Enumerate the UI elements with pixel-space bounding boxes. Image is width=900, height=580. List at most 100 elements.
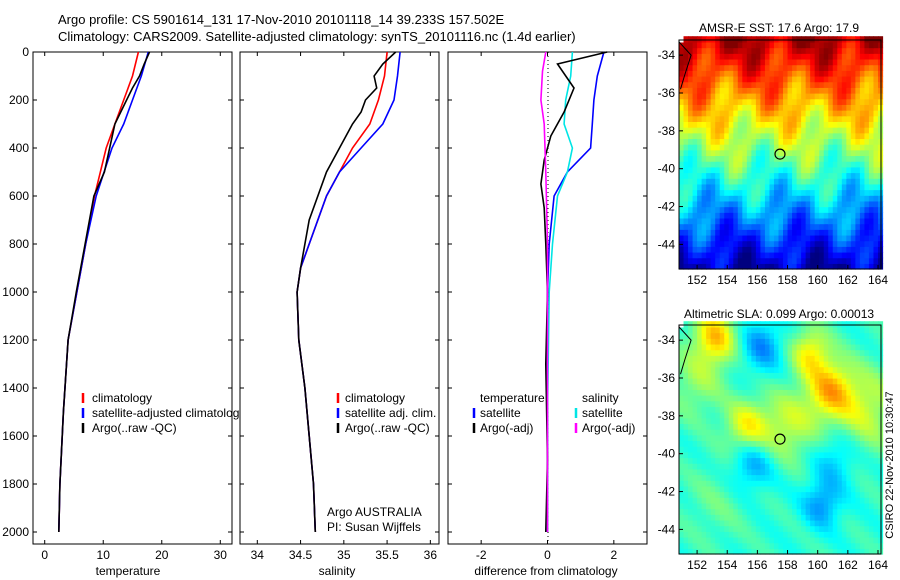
sla-map-cell <box>724 321 730 328</box>
sla-map-cell <box>819 434 825 442</box>
sst-map-cell <box>773 223 780 230</box>
sla-map-cell <box>746 355 752 362</box>
sst-map-cell <box>814 87 820 94</box>
sst-map-cell <box>755 132 761 140</box>
sla-map-cell <box>828 332 834 339</box>
sst-map-cell <box>728 263 734 270</box>
sst-map-cell <box>719 70 725 77</box>
sst-map-cell <box>769 110 775 117</box>
sla-map-cell <box>832 519 838 527</box>
sla-map-cell <box>855 497 861 504</box>
sla-map-cell <box>864 372 870 379</box>
sla-map-cell <box>859 542 866 549</box>
sla-map-cell <box>733 423 739 430</box>
sst-map-cell <box>728 127 734 134</box>
sst-map-cell <box>697 263 703 270</box>
sst-map-cell <box>801 195 807 202</box>
sst-map-cell <box>764 166 771 174</box>
sla-map-cell <box>832 395 838 402</box>
sst-map-cell <box>855 172 861 179</box>
sla-map-cell <box>846 514 852 521</box>
sst-map-cell <box>706 189 712 196</box>
sst-map-cell <box>688 41 694 49</box>
sst-map-cell <box>837 200 843 208</box>
sst-map-cell <box>728 183 734 191</box>
sst-map-cell <box>688 178 694 185</box>
sst-map-cell <box>859 217 866 225</box>
sla-map-cell <box>773 531 780 538</box>
sst-map-cell <box>778 132 784 140</box>
sla-map-cell <box>864 440 870 447</box>
sst-map-cell <box>823 132 829 140</box>
sst-map-cell <box>792 183 798 191</box>
sst-map-cell <box>850 229 856 236</box>
sst-map-cell <box>751 132 757 140</box>
sst-map-frame <box>678 39 882 270</box>
sst-map-cell <box>868 223 875 230</box>
sst-map-cell <box>801 127 807 134</box>
sst-map-cell <box>764 132 771 140</box>
sst-map-cell <box>859 144 866 151</box>
sla-map-cell <box>773 423 780 430</box>
sst-map-cell <box>679 47 685 54</box>
sla-map-cell <box>755 497 761 504</box>
sla-map-cell <box>688 480 694 487</box>
sla-map-cell <box>778 355 784 362</box>
sst-map-cell <box>701 87 707 94</box>
sst-map-cell <box>868 110 875 117</box>
sla-map-cell <box>755 491 761 498</box>
sst-map-cell <box>841 36 847 43</box>
sla-map-cell <box>701 343 707 351</box>
sst-map-cell <box>841 166 847 174</box>
sst-map-cell <box>683 138 689 145</box>
sla-map-cell <box>733 377 739 385</box>
sla-map-cell <box>873 332 879 339</box>
sla-map-cell <box>755 542 761 549</box>
sla-map-cell <box>846 377 852 385</box>
sla-map-cell <box>868 446 875 453</box>
sla-map-cell <box>837 480 843 487</box>
sla-map-cell <box>814 542 820 549</box>
sla-map-cell <box>787 360 793 368</box>
sla-map-cell <box>778 474 784 481</box>
sla-map-cell <box>692 525 698 532</box>
sla-map-cell <box>787 468 793 476</box>
sla-map-cell <box>706 536 712 544</box>
sst-map-cell <box>742 234 748 242</box>
sst-map-panel: AMSR-E SST: 17.6 Argo: 17.9 152 154 156 158… <box>658 21 889 287</box>
sla-map-cell <box>697 542 703 549</box>
sst-map-cell <box>850 104 856 111</box>
sla-map-cell <box>742 417 748 425</box>
sla-map-cell <box>864 451 870 459</box>
sla-map-cell <box>742 497 748 504</box>
sla-map-cell <box>801 514 807 521</box>
sst-map-cell <box>855 217 861 225</box>
sst-map-cell <box>769 98 775 105</box>
sla-map-cell <box>828 429 834 436</box>
sla-map-cell <box>873 349 879 356</box>
sst-map-cell <box>855 161 861 168</box>
sla-map-cell <box>701 463 707 470</box>
sla-map-cell <box>710 434 716 442</box>
sla-map-cell <box>868 423 875 430</box>
sst-map-cell <box>697 132 703 140</box>
sst-map-cell <box>805 75 811 83</box>
sla-map-cell <box>783 519 789 527</box>
sst-map-cell <box>841 127 847 134</box>
sst-map-cell <box>715 70 721 77</box>
sla-map-cell <box>868 480 875 487</box>
sla-map-cell <box>859 502 866 510</box>
sst-map-cell <box>846 47 852 54</box>
sla-map-cell <box>688 412 694 419</box>
sst-map-cell <box>733 121 739 128</box>
sla-map-cell <box>810 531 816 538</box>
sla-map-cell <box>719 508 725 515</box>
sst-map-cell <box>715 257 721 264</box>
sla-map-cell <box>710 485 716 493</box>
sla-map-cell <box>783 429 789 436</box>
sst-map-cell <box>697 75 703 83</box>
sla-map-cell <box>733 360 739 368</box>
sla-map-cell <box>801 406 807 413</box>
sla-map-cell <box>814 349 820 356</box>
sst-map-cell <box>773 166 780 174</box>
